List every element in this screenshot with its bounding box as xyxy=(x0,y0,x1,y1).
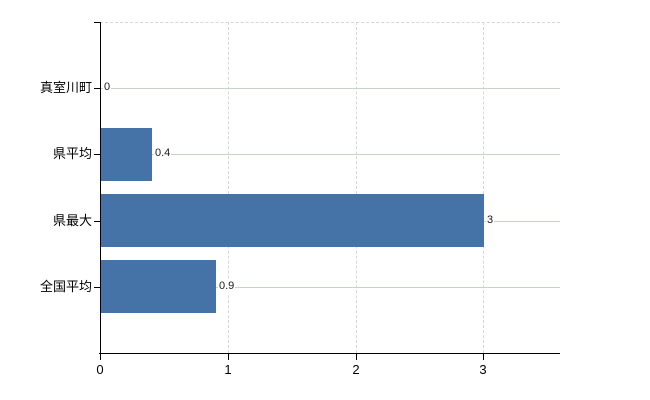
x-tick-label: 1 xyxy=(224,362,232,377)
y-axis-line xyxy=(100,22,101,354)
category-label: 県平均 xyxy=(52,146,92,161)
y-axis-tick xyxy=(94,221,100,222)
value-label: 3 xyxy=(486,214,495,227)
x-axis-tick xyxy=(228,354,229,360)
category-label: 全国平均 xyxy=(39,279,92,294)
x-axis-tick xyxy=(483,354,484,360)
x-gridline xyxy=(483,22,485,353)
x-axis-line xyxy=(99,353,560,354)
x-tick-label: 3 xyxy=(479,362,487,377)
bar-県最大 xyxy=(101,194,484,247)
bar-全国平均 xyxy=(101,260,216,313)
category-gridline xyxy=(100,287,560,288)
value-label: 0.9 xyxy=(218,280,236,293)
x-axis-tick xyxy=(100,354,101,360)
x-tick-label: 0 xyxy=(96,362,104,377)
plot-top-border xyxy=(100,22,560,23)
y-axis-tick xyxy=(94,22,100,23)
y-axis-tick xyxy=(94,287,100,288)
category-label: 真室川町 xyxy=(39,80,92,95)
category-gridline xyxy=(100,88,560,89)
y-axis-tick xyxy=(94,88,100,89)
value-label: 0 xyxy=(103,81,112,94)
x-gridline xyxy=(355,22,357,353)
x-axis-tick xyxy=(356,354,357,360)
category-label: 県最大 xyxy=(52,213,92,228)
category-gridline xyxy=(100,154,560,155)
x-tick-label: 2 xyxy=(352,362,360,377)
x-gridline xyxy=(227,22,229,353)
y-axis-tick xyxy=(94,154,100,155)
bar-県平均 xyxy=(101,128,152,181)
value-label: 0.4 xyxy=(154,147,172,160)
